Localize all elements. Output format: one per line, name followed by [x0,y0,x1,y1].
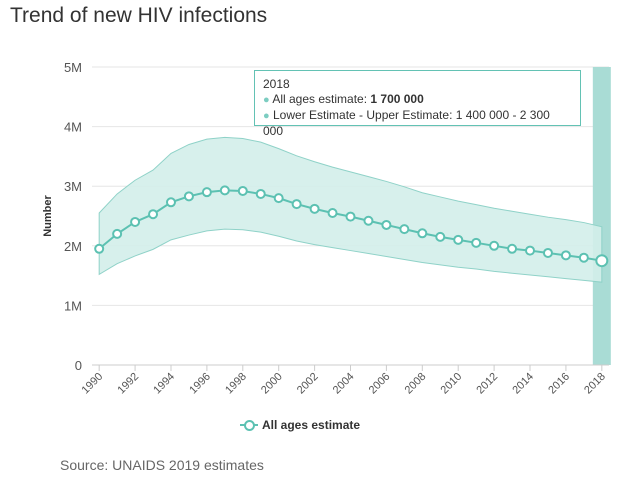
data-point[interactable] [255,188,266,199]
tooltip-estimate-label: All ages estimate: [272,92,368,106]
data-points [94,185,609,268]
tooltip-estimate-row: ● All ages estimate: 1 700 000 [263,92,572,108]
highlight-column [592,67,611,365]
data-point[interactable] [273,193,284,204]
data-point[interactable] [381,219,392,230]
data-point[interactable] [525,245,536,256]
data-point[interactable] [201,187,212,198]
tooltip-bullet-icon: ● [263,94,270,106]
data-tooltip: 2018 ● All ages estimate: 1 700 000 ● Lo… [254,70,581,138]
x-tick-label: 2008 [403,371,429,397]
data-point[interactable] [363,215,374,226]
x-tick-label: 1990 [80,371,106,397]
y-tick-label: 0 [75,358,82,373]
tooltip-range-label: Lower Estimate - Upper Estimate: [273,108,453,122]
data-point[interactable] [165,197,176,208]
data-point[interactable] [595,254,609,268]
data-point[interactable] [94,243,105,254]
y-tick-label: 5M [64,60,82,75]
y-axis-ticks: 0 1M 2M 3M 4M 5M [64,60,82,373]
tooltip-bullet-icon: ● [263,110,270,122]
y-tick-label: 3M [64,179,82,194]
data-point[interactable] [399,224,410,235]
data-point[interactable] [471,237,482,248]
y-axis-label: Number [42,195,54,237]
data-point[interactable] [417,228,428,239]
y-tick-label: 4M [64,120,82,135]
x-tick-label: 2012 [474,371,500,397]
data-point[interactable] [327,208,338,219]
data-point[interactable] [453,234,464,245]
chart-title: Trend of new HIV infections [10,4,268,27]
data-point[interactable] [345,211,356,222]
x-tick-label: 1992 [115,371,141,397]
legend-line-marker-icon [240,420,258,431]
x-tick-label: 2006 [367,371,393,397]
source-note: Source: UNAIDS 2019 estimates [60,457,264,473]
x-tick-label: 2010 [439,371,465,397]
data-point[interactable] [309,203,320,214]
x-tick-label: 2002 [295,371,321,397]
data-point[interactable] [578,252,589,263]
x-tick-label: 2000 [259,371,285,397]
tooltip-estimate-value: 1 700 000 [370,92,424,106]
legend-label: All ages estimate [262,418,361,432]
x-tick-label: 1994 [151,371,177,397]
estimate-range-band [98,136,603,283]
tooltip-range-value: 1 400 000 - 2 300 000 [263,108,550,138]
data-point[interactable] [237,185,248,196]
x-tick-label: 1998 [223,371,249,397]
x-axis-ticks: 1990 1992 1994 1996 1998 2000 2002 2004 2006 2008… [80,364,609,397]
x-tick-label: 1996 [187,371,213,397]
data-point[interactable] [291,199,302,210]
x-tick-label: 2018 [582,371,608,397]
tooltip-range-row: ● Lower Estimate - Upper Estimate: 1 400… [263,108,572,139]
x-tick-label: 2014 [510,371,536,397]
legend-item-all-ages[interactable]: All ages estimate [240,418,360,432]
data-point[interactable] [219,185,230,196]
x-tick-label: 2016 [546,371,572,397]
tooltip-year: 2018 [263,77,290,91]
data-point[interactable] [560,250,571,261]
data-point[interactable] [542,247,553,258]
data-point[interactable] [148,209,159,220]
x-tick-label: 2004 [331,371,357,397]
data-point[interactable] [112,228,123,239]
y-tick-label: 1M [64,298,82,313]
data-point[interactable] [489,240,500,251]
data-point[interactable] [183,191,194,202]
y-tick-label: 2M [64,239,82,254]
data-point[interactable] [507,243,518,254]
data-point[interactable] [435,231,446,242]
data-point[interactable] [130,216,141,227]
